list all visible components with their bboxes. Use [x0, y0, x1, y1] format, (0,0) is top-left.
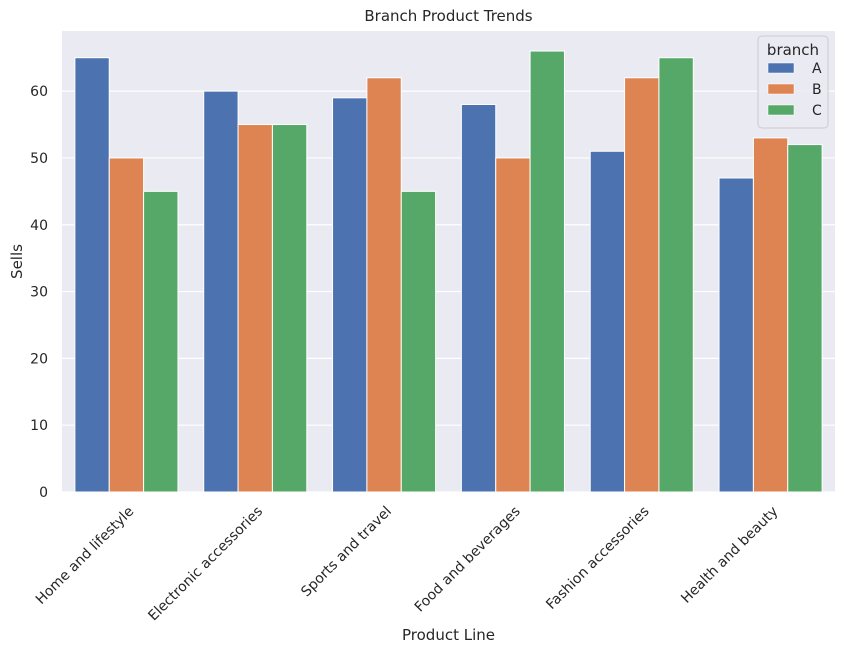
y-tick-labels: 0 10 20 30 40 50 60 [30, 84, 48, 501]
x-tick-label: Electronic accessories [145, 504, 266, 625]
bar [658, 57, 694, 493]
x-tick-labels: Home and lifestyle Electronic accessories… [33, 504, 781, 625]
bar [237, 124, 273, 493]
bar [366, 77, 402, 493]
x-tick-label: Food and beverages [412, 504, 524, 616]
y-tick-label: 30 [30, 285, 48, 301]
plot-area [62, 31, 835, 492]
bar [400, 190, 437, 493]
legend-items: ABC [767, 61, 822, 119]
bar [529, 50, 565, 493]
bar [271, 124, 308, 493]
bar [108, 157, 145, 493]
y-tick-label: 40 [30, 218, 48, 234]
y-tick-label: 20 [30, 351, 48, 367]
legend-swatch [767, 62, 795, 74]
x-tick-label: Sports and travel [298, 504, 395, 601]
legend: branch ABC [757, 35, 829, 129]
y-tick-label: 10 [30, 418, 48, 434]
bar [460, 103, 497, 493]
x-tick-label: Fashion accessories [543, 504, 652, 613]
legend-swatch [767, 83, 795, 95]
y-tick-label: 60 [30, 84, 48, 100]
chart-title: Branch Product Trends [364, 7, 532, 25]
x-tick-label: Health and beauty [678, 504, 781, 607]
legend-label: B [812, 82, 822, 98]
bar [718, 177, 754, 493]
bar [203, 90, 239, 493]
y-tick-label: 0 [39, 485, 48, 501]
bar [495, 157, 531, 493]
x-tick-label: Home and lifestyle [33, 504, 137, 608]
gridlines [62, 90, 835, 493]
legend-label: A [812, 61, 822, 77]
bar [752, 137, 789, 493]
y-tick-label: 50 [30, 151, 48, 167]
bars [74, 50, 823, 493]
y-axis-label: Sells [8, 244, 26, 279]
bar [624, 77, 660, 493]
bar [787, 144, 823, 493]
legend-swatch [767, 104, 795, 116]
bar [589, 150, 626, 493]
legend-label: C [812, 103, 822, 119]
bar [332, 97, 368, 493]
legend-title: branch [767, 41, 819, 59]
bar [143, 190, 179, 493]
bar [74, 57, 110, 493]
x-axis-label: Product Line [402, 626, 495, 644]
